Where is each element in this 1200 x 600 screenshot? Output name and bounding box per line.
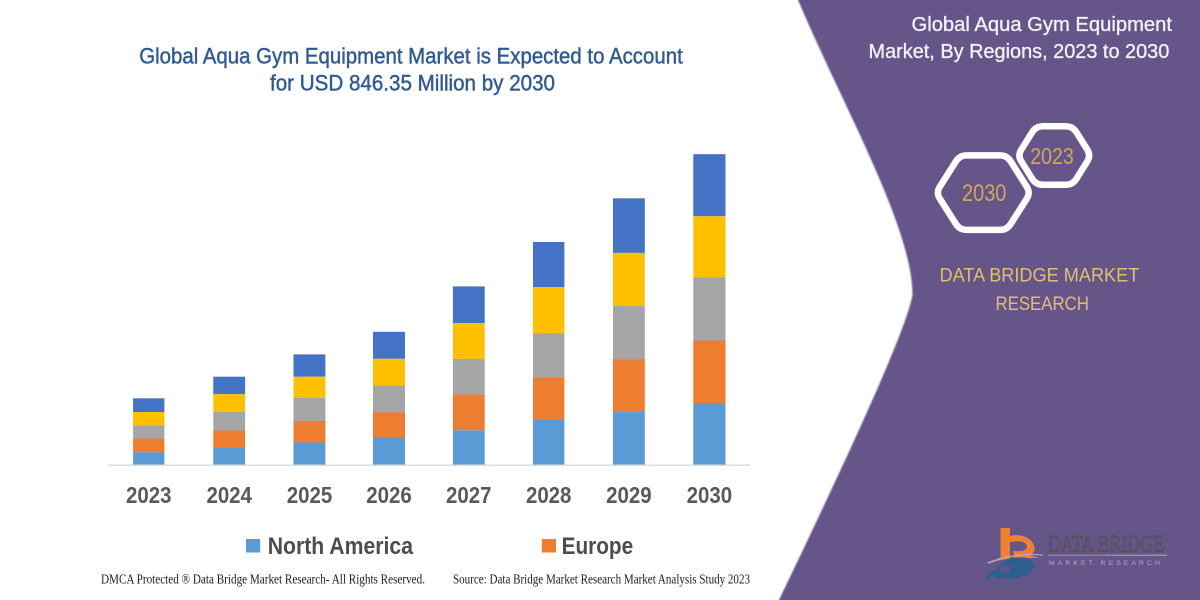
svg-text:RESEARCH: RESEARCH [995,294,1089,315]
svg-text:DATA BRIDGE: DATA BRIDGE [1048,532,1164,558]
svg-text:DMCA Protected ® Data Bridge M: DMCA Protected ® Data Bridge Market Rese… [101,573,425,588]
svg-text:2028: 2028 [526,482,572,508]
svg-text:2030: 2030 [687,482,733,508]
svg-text:2026: 2026 [366,482,412,508]
svg-text:North America: North America [268,533,414,560]
svg-text:Source: Data Bridge Market Res: Source: Data Bridge Market Research Mark… [453,573,750,588]
svg-text:Global Aqua Gym Equipment Mark: Global Aqua Gym Equipment Market is Expe… [139,43,683,68]
svg-text:2023: 2023 [1030,143,1074,169]
svg-text:2030: 2030 [962,181,1006,207]
svg-text:DATA BRIDGE MARKET: DATA BRIDGE MARKET [940,266,1140,287]
svg-text:for USD 846.35 Million by 2030: for USD 846.35 Million by 2030 [270,70,555,95]
svg-text:MARKET RESEARCH: MARKET RESEARCH [1049,560,1163,567]
svg-text:2025: 2025 [287,482,333,508]
svg-text:Market, By Regions, 2023 to 20: Market, By Regions, 2023 to 2030 [869,41,1170,63]
svg-text:Global Aqua Gym Equipment: Global Aqua Gym Equipment [912,14,1173,36]
svg-text:2023: 2023 [126,482,172,508]
svg-text:2029: 2029 [606,482,652,508]
svg-text:2024: 2024 [206,482,252,508]
svg-text:Europe: Europe [562,533,634,560]
svg-text:2027: 2027 [446,482,492,508]
